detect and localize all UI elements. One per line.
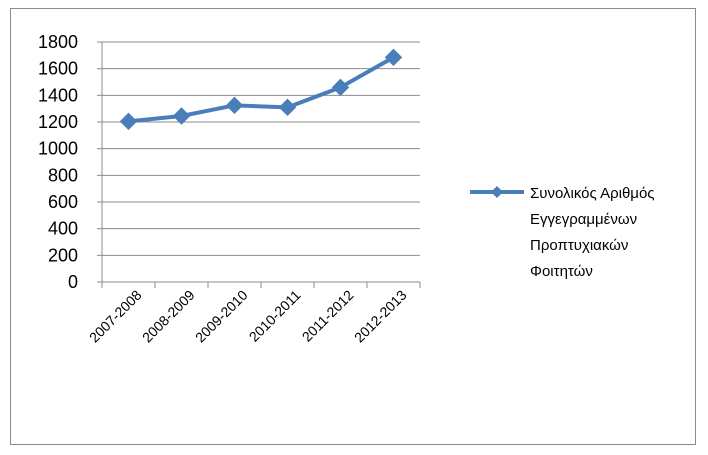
x-tick-label: 2012-2013: [351, 287, 410, 346]
y-tick-label: 1600: [38, 59, 78, 79]
data-point-marker: [384, 48, 403, 67]
y-tick-label: 1800: [38, 32, 78, 52]
y-axis-ticks: 0 200 400 600 800 1000 1200 1400 1600 1800: [38, 32, 102, 292]
y-tick-label: 400: [48, 219, 78, 239]
legend-label: Προπτυχιακών: [530, 237, 628, 254]
y-tick-label: 600: [48, 192, 78, 212]
series-layer: [119, 48, 403, 131]
data-point-marker: [172, 107, 191, 125]
legend: Συνολικός Αριθμός Εγγεγραμμένων Προπτυχιακ…: [470, 185, 655, 280]
axes: [101, 42, 420, 283]
y-tick-label: 0: [68, 272, 78, 292]
x-tick-label: 2007-2008: [86, 287, 145, 346]
series-line: [128, 55, 395, 124]
y-tick-label: 1200: [38, 112, 78, 132]
x-tick-label: 2008-2009: [139, 287, 198, 346]
x-tick-label: 2009-2010: [192, 287, 251, 346]
data-point-marker: [331, 78, 350, 97]
gridlines: [102, 41, 420, 256]
legend-marker: [491, 186, 503, 198]
data-point-marker: [225, 96, 244, 115]
legend-label: Εγγεγραμμένων: [530, 211, 637, 228]
data-point-marker: [119, 112, 138, 131]
x-tick-label: 2011-2012: [299, 287, 357, 345]
legend-label: Συνολικός Αριθμός: [530, 185, 655, 202]
y-tick-label: 1000: [38, 139, 78, 159]
y-tick-label: 200: [48, 245, 78, 265]
legend-label: Φοιτητών: [530, 263, 593, 280]
y-tick-label: 1400: [38, 85, 78, 105]
data-point-marker: [278, 98, 297, 117]
x-axis-ticks: 2007-20082008-20092009-20102010-20112011…: [86, 282, 421, 346]
y-tick-label: 800: [48, 165, 78, 185]
x-tick-label: 2010-2011: [246, 287, 304, 345]
